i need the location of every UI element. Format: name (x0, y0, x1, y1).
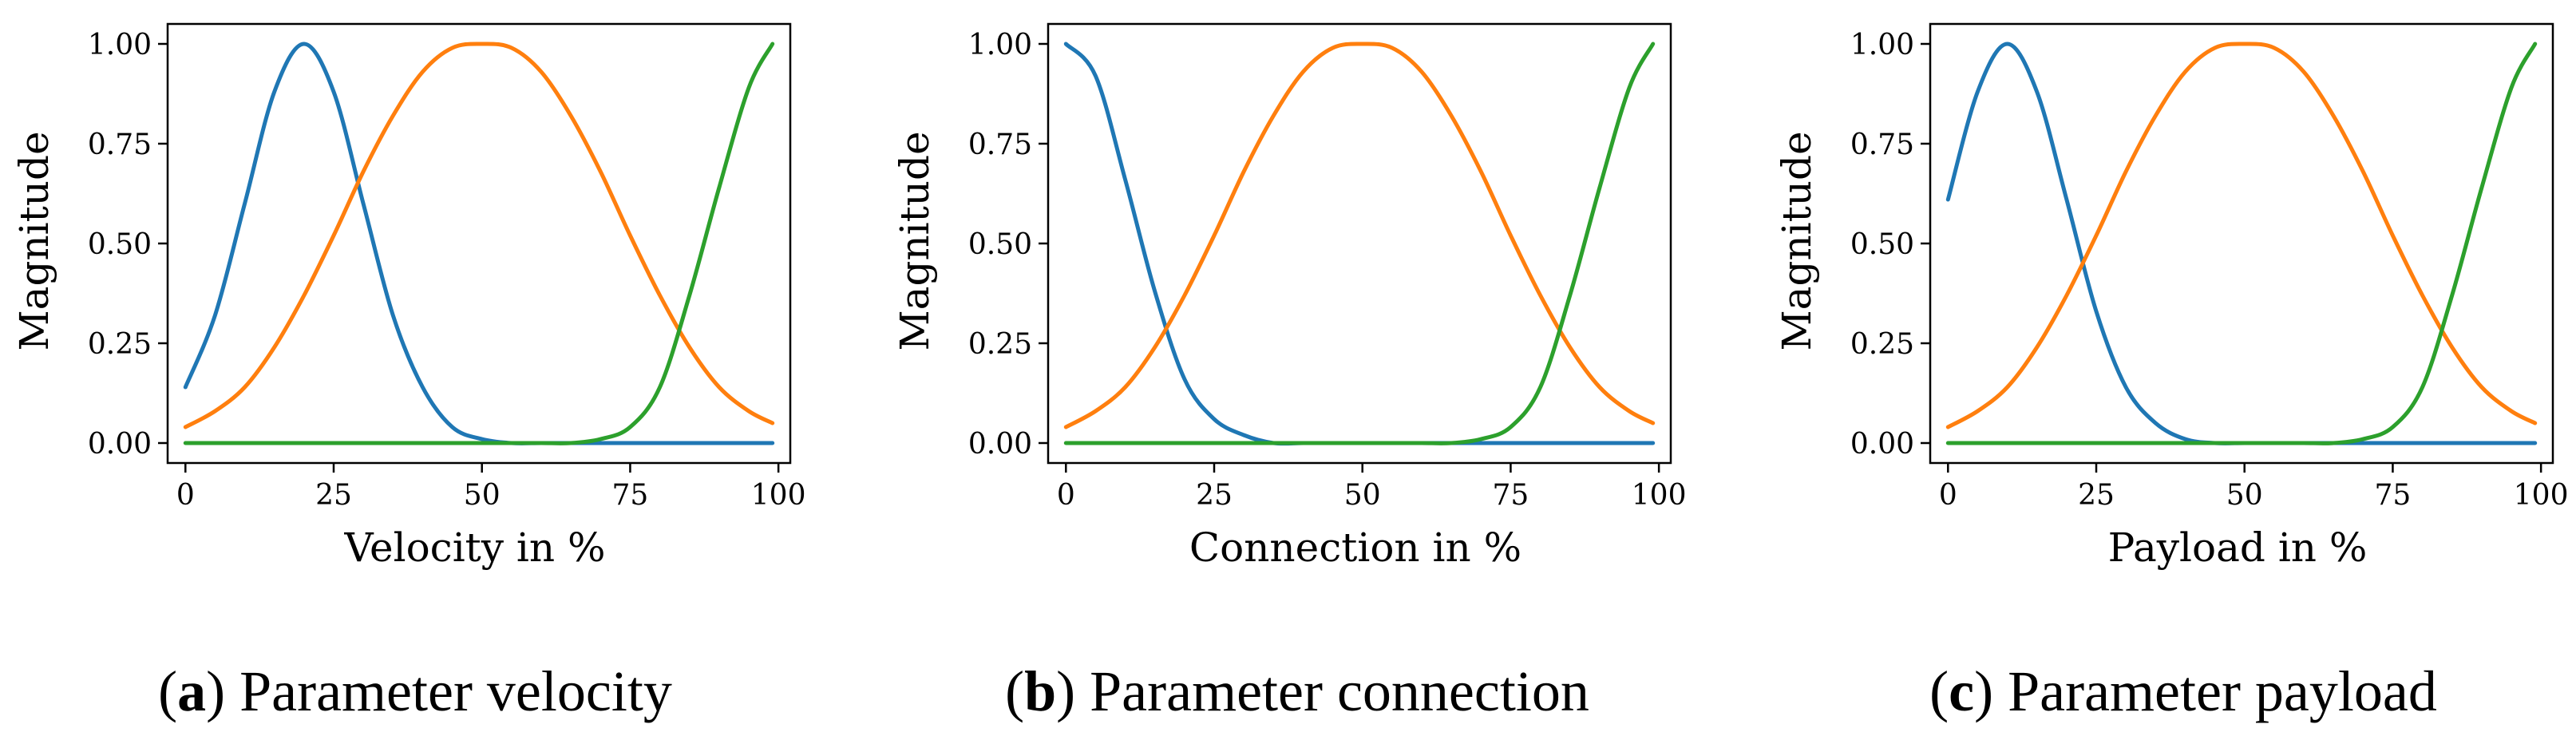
caption-text-connection: Parameter connection (1090, 659, 1589, 723)
y-tick-label-connection-0.25: 0.25 (968, 328, 1032, 361)
caption-payload: (c) Parameter payload (1929, 659, 2437, 723)
x-tick-label-connection-0: 0 (1057, 479, 1075, 512)
x-tick-label-velocity-75: 75 (612, 479, 649, 512)
panel-connection: 0 25 50 75 100 0.00 0.25 0.50 0.75 1.00 Connectio… (892, 22, 1687, 723)
x-tick-label-velocity-100: 100 (751, 479, 806, 512)
y-tick-label-velocity-0.00: 0.00 (88, 428, 152, 461)
caption-letter-connection: b (1024, 659, 1056, 723)
caption-text-velocity: Parameter velocity (239, 659, 672, 723)
x-tick-label-payload-0: 0 (1939, 479, 1957, 512)
x-tick-label-velocity-25: 25 (315, 479, 352, 512)
caption-letter-payload: c (1949, 659, 1974, 723)
panel-velocity: 0 25 50 75 100 0.00 0.25 0.50 0.75 1.00 Velocity … (11, 22, 806, 723)
x-axis-label-payload: Payload in % (2108, 524, 2368, 571)
caption-letter-velocity: a (177, 659, 206, 723)
y-tick-label-connection-0.00: 0.00 (968, 428, 1032, 461)
x-tick-label-velocity-0: 0 (176, 479, 195, 512)
x-tick-label-velocity-50: 50 (464, 479, 501, 512)
y-tick-label-payload-0.75: 0.75 (1850, 129, 1914, 161)
series-line-velocity-3 (183, 42, 775, 445)
x-tick-label-connection-50: 50 (1344, 479, 1381, 512)
y-axis-label-velocity: Magnitude (11, 131, 57, 350)
series-line-connection-2 (1063, 42, 1656, 429)
y-tick-label-payload-1.00: 1.00 (1850, 29, 1914, 61)
y-tick-label-velocity-0.25: 0.25 (88, 328, 152, 361)
y-tick-label-payload-0.50: 0.50 (1850, 228, 1914, 261)
y-tick-label-payload-0.00: 0.00 (1850, 428, 1914, 461)
series-line-velocity-2 (183, 42, 775, 429)
x-tick-label-connection-100: 100 (1632, 479, 1687, 512)
x-tick-label-payload-25: 25 (2078, 479, 2115, 512)
series-line-connection-3 (1063, 42, 1656, 445)
plot-area-connection: 0 25 50 75 100 0.00 0.25 0.50 0.75 1.00 (968, 22, 1687, 512)
y-tick-label-connection-0.50: 0.50 (968, 228, 1032, 261)
y-tick-label-velocity-0.75: 0.75 (88, 129, 152, 161)
panel-payload: 0 25 50 75 100 0.00 0.25 0.50 0.75 1.00 Payload i… (1774, 22, 2569, 723)
x-axis-label-velocity: Velocity in % (343, 524, 605, 571)
y-axis-label-connection: Magnitude (892, 131, 938, 350)
series-line-payload-3 (1945, 42, 2538, 445)
x-tick-label-payload-75: 75 (2375, 479, 2412, 512)
x-tick-label-payload-100: 100 (2514, 479, 2569, 512)
caption-velocity: (a) Parameter velocity (158, 659, 672, 723)
series-line-payload-2 (1945, 42, 2538, 429)
y-tick-label-connection-0.75: 0.75 (968, 129, 1032, 161)
x-tick-label-payload-50: 50 (2226, 479, 2263, 512)
plot-area-payload: 0 25 50 75 100 0.00 0.25 0.50 0.75 1.00 (1850, 22, 2569, 512)
x-tick-label-connection-25: 25 (1196, 479, 1233, 512)
series-line-velocity-1 (183, 42, 775, 445)
y-tick-label-velocity-1.00: 1.00 (88, 29, 152, 61)
caption-connection: (b) Parameter connection (1005, 659, 1589, 723)
y-axis-label-payload: Magnitude (1774, 131, 1820, 350)
y-tick-label-velocity-0.50: 0.50 (88, 228, 152, 261)
y-tick-label-connection-1.00: 1.00 (968, 29, 1032, 61)
y-tick-label-payload-0.25: 0.25 (1850, 328, 1914, 361)
caption-text-payload: Parameter payload (2008, 659, 2437, 723)
plot-area-velocity: 0 25 50 75 100 0.00 0.25 0.50 0.75 1.00 (88, 22, 806, 512)
x-tick-label-connection-75: 75 (1493, 479, 1529, 512)
x-axis-label-connection: Connection in % (1189, 524, 1521, 571)
